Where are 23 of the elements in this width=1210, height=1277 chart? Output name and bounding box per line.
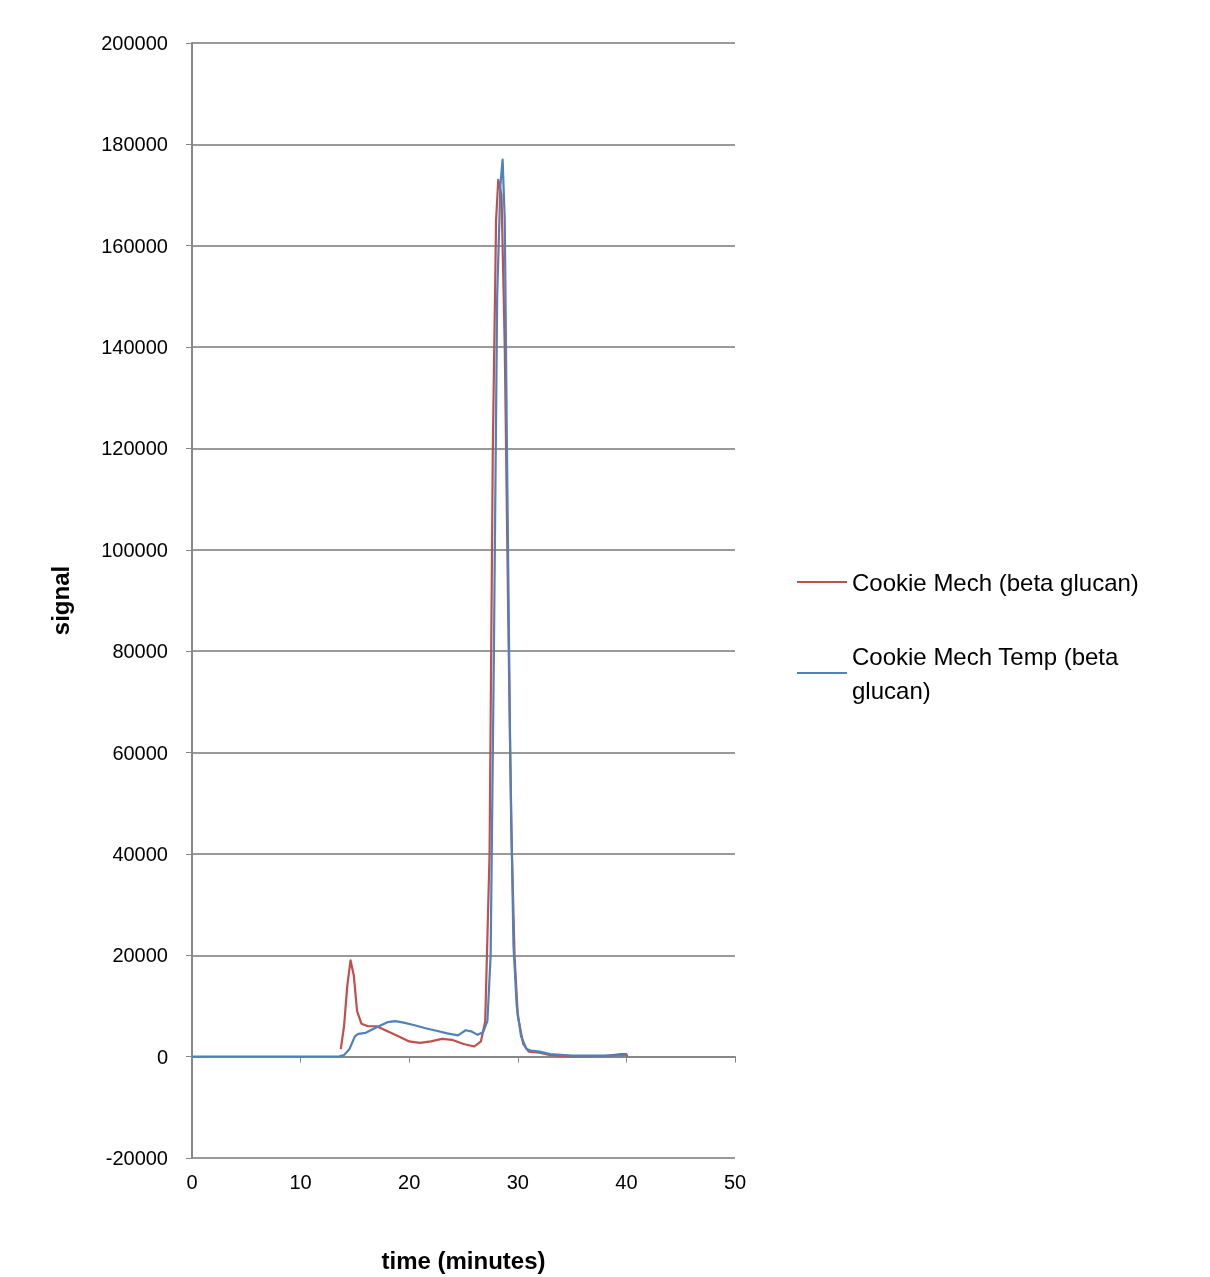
x-axis-title: time (minutes) (381, 1246, 546, 1274)
y-tick-label: 160000 (101, 234, 168, 257)
y-tick-label: 180000 (101, 133, 168, 156)
y-tick-label: 100000 (101, 538, 168, 561)
y-tick-label: 140000 (101, 336, 168, 359)
x-tick-label: 40 (615, 1171, 638, 1193)
x-tick-label: 10 (289, 1171, 312, 1193)
x-tick-label: 50 (723, 1171, 747, 1193)
y-tick-label: -20000 (105, 1147, 168, 1169)
legend-label: Cookie Mech (beta glucan) (852, 568, 1139, 596)
y-axis-title: signal (46, 565, 74, 636)
x-tick-label: 20 (398, 1171, 421, 1193)
y-tick-label: 0 (156, 1045, 168, 1068)
legend-label: Cookie Mech Temp (beta glucan) (852, 642, 1126, 704)
y-tick-label: 200000 (101, 32, 168, 54)
y-tick-label: 80000 (112, 640, 168, 663)
x-tick-label: 30 (506, 1171, 529, 1193)
line-series (190, 158, 628, 1058)
y-tick-label: 40000 (112, 842, 168, 865)
y-tick-label: 120000 (101, 437, 168, 460)
x-tick-label: 0 (186, 1171, 198, 1193)
y-tick-label: 20000 (112, 944, 168, 967)
y-tick-label: 60000 (112, 741, 168, 764)
